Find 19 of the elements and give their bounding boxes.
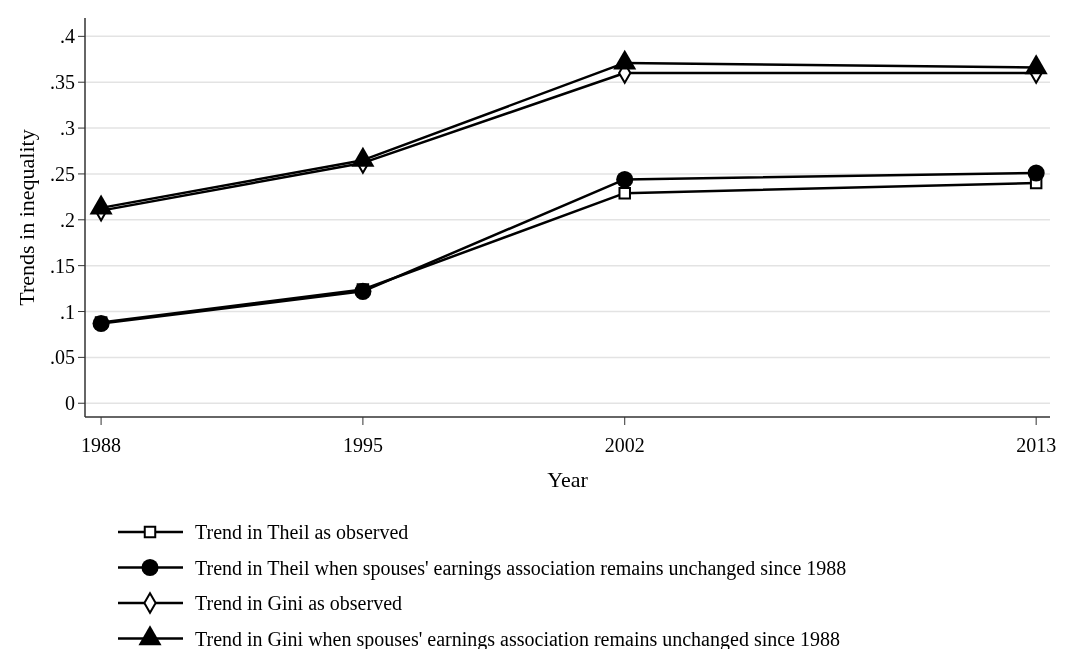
x-tick-label: 2002: [604, 434, 645, 456]
y-axis-title: Trends in inequality: [14, 129, 39, 306]
legend-label: Trend in Theil as observed: [195, 521, 409, 543]
y-tick-label: .25: [50, 162, 75, 185]
x-tick-label: 2013: [1016, 434, 1057, 456]
x-axis-title: Year: [547, 467, 589, 492]
y-tick-label: 0: [65, 392, 75, 415]
y-tick-label: .05: [50, 346, 75, 369]
y-tick-label: .3: [60, 117, 75, 140]
y-tick-label: .15: [50, 254, 75, 277]
y-tick-label: .4: [60, 25, 75, 48]
legend-label: Trend in Gini when spouses' earnings association remains unchanged since 1988: [195, 627, 840, 651]
x-tick-label: 1988: [81, 434, 122, 456]
legend-label: Trend in Gini as observed: [195, 592, 403, 614]
x-tick-label: 1995: [342, 434, 383, 456]
y-tick-label: .2: [60, 208, 75, 231]
y-tick-label: .1: [60, 300, 75, 323]
legend-label: Trend in Theil when spouses' earnings association remains unchanged since 1988: [195, 556, 847, 580]
y-tick-label: .35: [50, 71, 75, 94]
